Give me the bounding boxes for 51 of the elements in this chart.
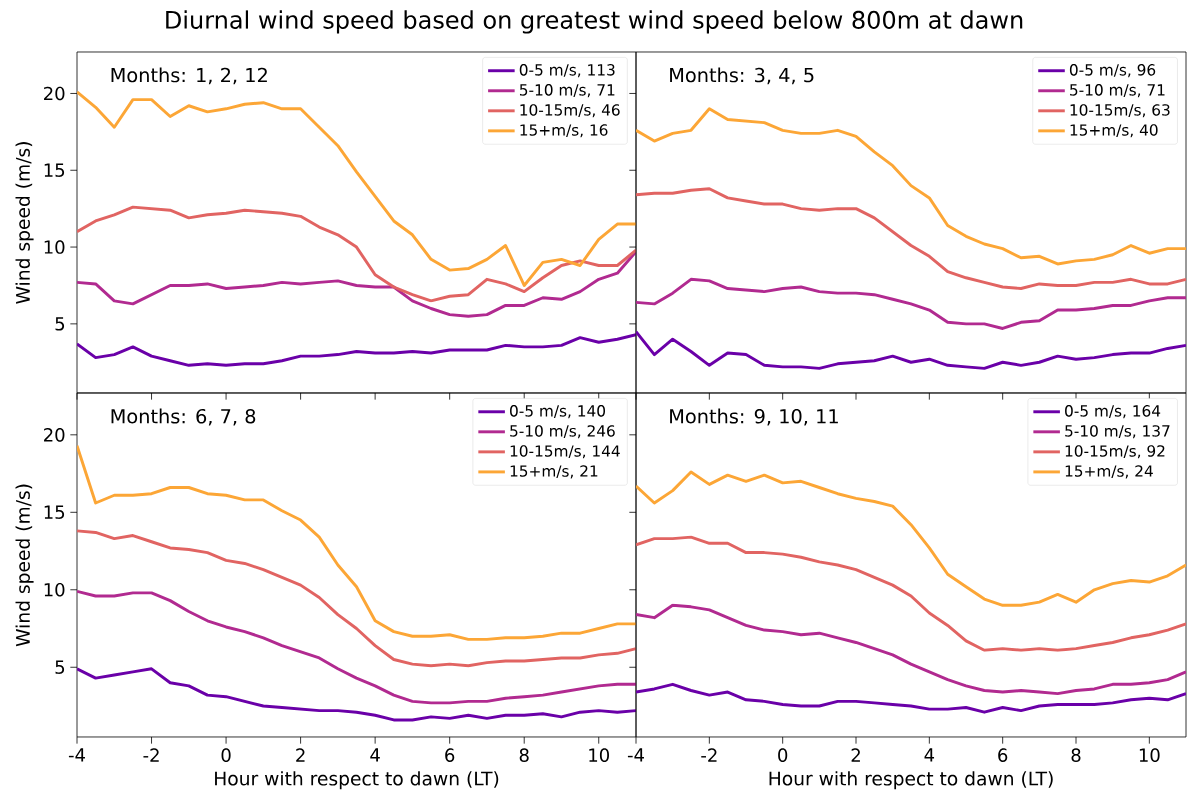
legend-label: 15+m/s, 16 xyxy=(520,124,608,138)
annotation: Months: 9, 10, 11 xyxy=(670,408,838,426)
x-tick-label: 0 xyxy=(778,748,788,762)
line-series xyxy=(77,444,637,641)
y-tick-label: 20 xyxy=(44,86,65,101)
y-tick-label: 15 xyxy=(44,505,65,519)
x-tick-label: 0 xyxy=(221,748,231,762)
legend-label: 15+m/s, 24 xyxy=(1065,465,1153,479)
x-tick-label: 8 xyxy=(1071,748,1081,762)
legend-label: 0-5 m/s, 113 xyxy=(519,64,615,78)
y-tick-label: 10 xyxy=(44,240,65,254)
y-tick-label: 15 xyxy=(44,163,65,177)
legend-label: 10-15m/s, 46 xyxy=(520,104,620,118)
x-tick-label: 8 xyxy=(519,748,529,762)
x-tick-label: -4 xyxy=(627,748,644,762)
legend-label: 0-5 m/s, 96 xyxy=(1069,64,1156,78)
legend-label: 5-10 m/s, 71 xyxy=(519,84,615,98)
x-tick-label: 10 xyxy=(589,748,609,762)
x-axis-title: Hour with respect to dawn (LT) xyxy=(769,771,1053,790)
x-tick-label: 6 xyxy=(998,748,1008,762)
x-tick-label: 4 xyxy=(924,748,935,762)
y-tick-label: 5 xyxy=(55,660,65,674)
y-axis-title: Wind speed (m/s) xyxy=(15,142,34,304)
y-tick-label: 10 xyxy=(44,582,65,597)
annotation: Months: 3, 4, 5 xyxy=(670,67,814,85)
legend-label: 10-15m/s, 92 xyxy=(1065,445,1165,459)
legend-label: 15+m/s, 21 xyxy=(510,465,598,479)
legend-label: 10-15m/s, 63 xyxy=(1070,104,1170,118)
y-tick-label: 5 xyxy=(55,317,65,331)
x-tick-label: -4 xyxy=(68,748,85,762)
chart-title: Diurnal wind speed based on greatest wind speed below 800m at dawn xyxy=(166,10,1023,34)
x-tick-label: 2 xyxy=(296,748,305,762)
x-tick-label: 4 xyxy=(370,748,380,762)
x-tick-label: 10 xyxy=(1139,748,1160,762)
y-tick-label: 20 xyxy=(44,428,65,442)
annotation: Months: 6, 7, 8 xyxy=(111,408,256,426)
legend-label: 0-5 m/s, 164 xyxy=(1065,405,1161,419)
legend-label: 10-15m/s, 144 xyxy=(510,445,620,459)
x-tick-label: 6 xyxy=(445,748,455,762)
legend-label: 5-10 m/s, 137 xyxy=(1065,425,1170,439)
x-tick-label: 2 xyxy=(851,748,860,762)
x-tick-label: -2 xyxy=(701,748,717,762)
legend-label: 0-5 m/s, 140 xyxy=(510,405,606,419)
legend-label: 15+m/s, 40 xyxy=(1070,124,1158,138)
legend-label: 5-10 m/s, 246 xyxy=(510,425,615,439)
line-series xyxy=(77,529,637,668)
x-axis-title: Hour with respect to dawn (LT) xyxy=(215,771,499,790)
x-tick-label: -2 xyxy=(143,748,159,762)
legend-label: 5-10 m/s, 71 xyxy=(1070,84,1165,98)
annotation: Months: 1, 2, 12 xyxy=(111,67,267,85)
y-axis-title: Wind speed (m/s) xyxy=(15,484,34,647)
